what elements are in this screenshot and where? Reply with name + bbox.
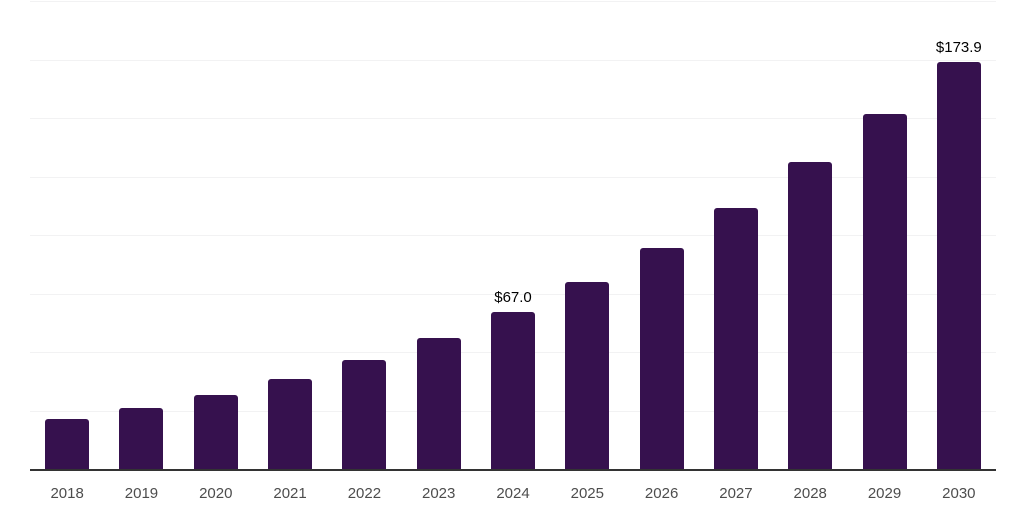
bar-2027 (713, 207, 758, 469)
x-tick-label-2025: 2025 (570, 485, 604, 502)
bar-2018 (45, 419, 90, 469)
bar-2029 (862, 113, 907, 469)
gridline (30, 293, 996, 295)
x-tick-label-2024: 2024 (496, 485, 530, 502)
gridline (30, 118, 996, 119)
x-tick-label-2029: 2029 (867, 485, 902, 502)
gridline (30, 1, 996, 2)
gridline (30, 235, 996, 236)
gridline (30, 176, 996, 178)
gridline (30, 59, 996, 61)
x-tick-label-2020: 2020 (199, 485, 233, 502)
bar-value-label-2030: $173.9 (935, 39, 982, 57)
x-tick-label-2030: 2030 (942, 485, 976, 502)
x-tick-label-2026: 2026 (644, 485, 679, 502)
bar-2021 (268, 379, 313, 469)
x-tick-label-2019: 2019 (124, 485, 159, 502)
bar-2019 (119, 408, 164, 469)
bar-2023 (416, 338, 461, 469)
x-tick-label-2021: 2021 (273, 485, 307, 502)
x-tick-label-2028: 2028 (793, 485, 827, 502)
x-tick-label-2022: 2022 (347, 485, 382, 502)
bar-value-label-2024: $67.0 (494, 289, 532, 307)
bar-2030 (936, 62, 981, 469)
bar-2028 (788, 161, 833, 469)
bar-2024 (491, 312, 535, 469)
x-tick-label-2018: 2018 (50, 485, 84, 502)
x-axis-line (30, 469, 996, 471)
bar-2020 (193, 395, 238, 469)
x-tick-label-2023: 2023 (422, 485, 456, 502)
bar-2022 (342, 360, 387, 469)
x-tick-label-2027: 2027 (719, 485, 753, 502)
bar-2026 (639, 247, 684, 469)
bar-2025 (565, 282, 610, 469)
